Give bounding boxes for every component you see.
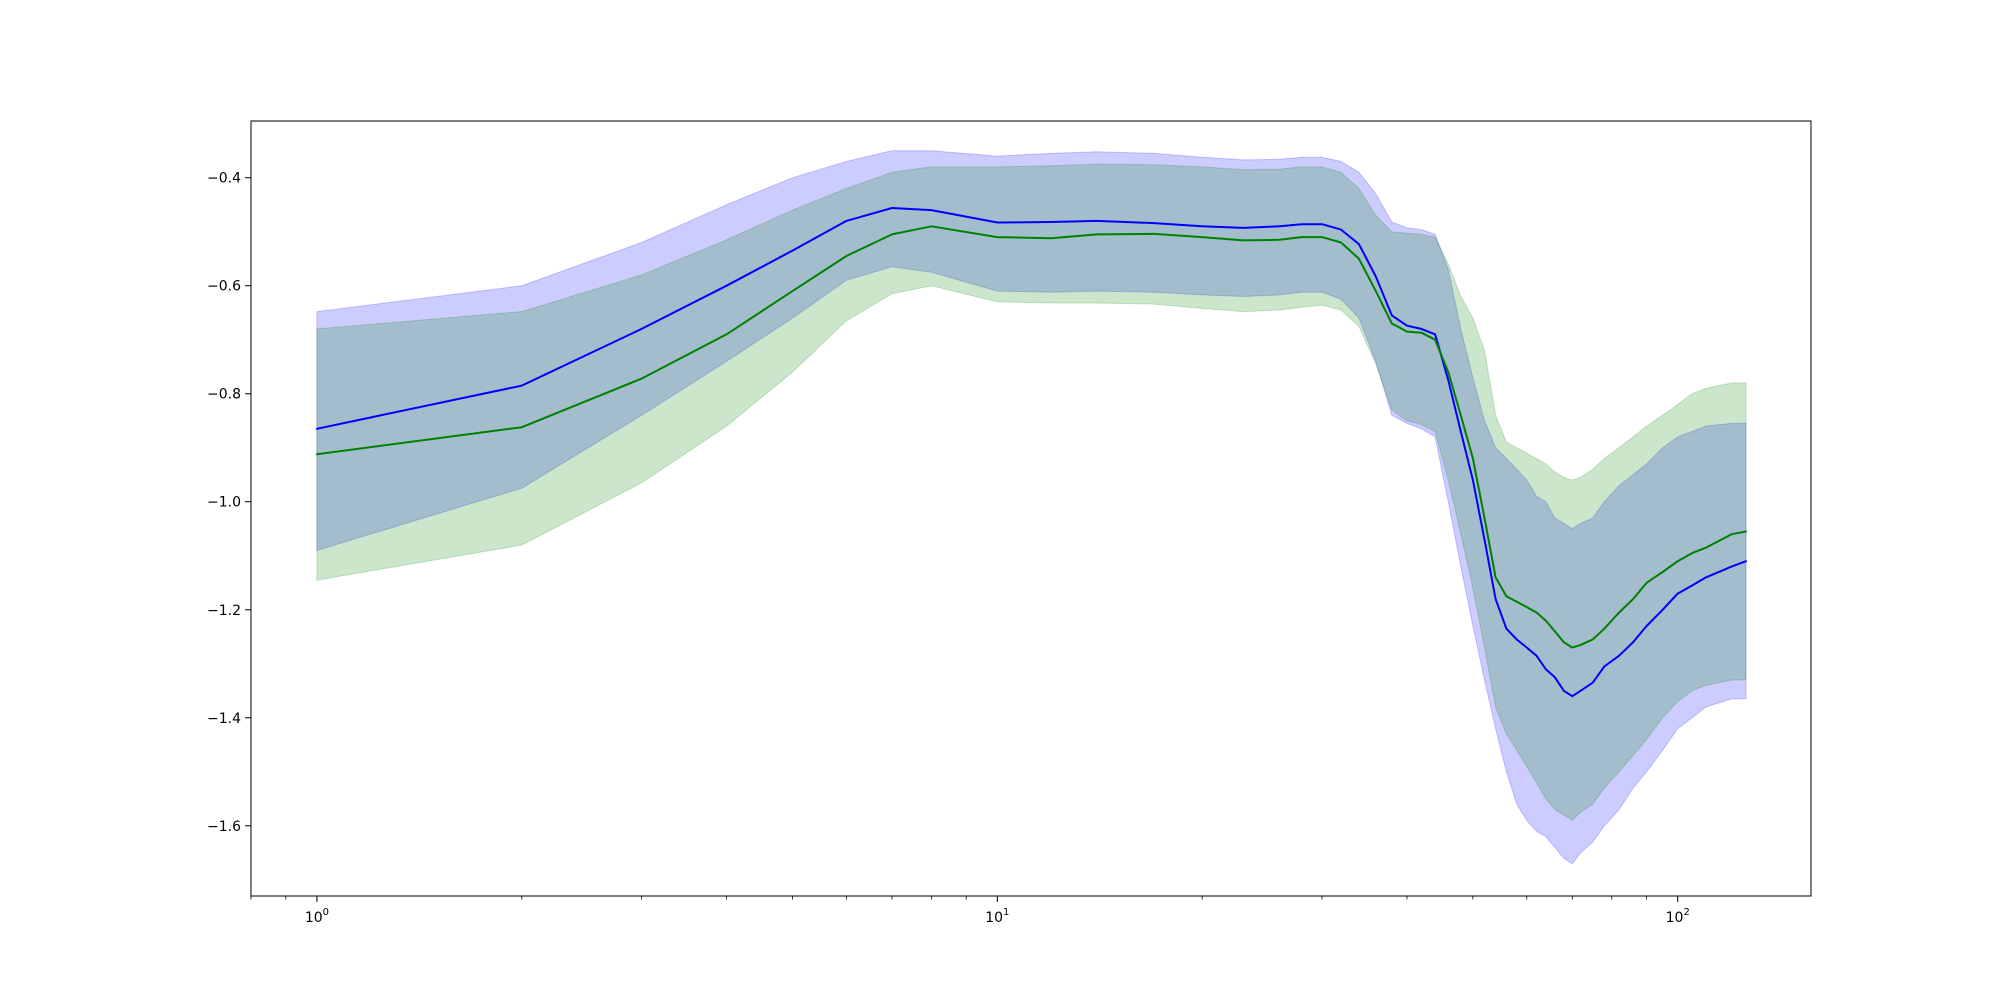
y-tick-label: −0.6 [207, 279, 241, 295]
plot-frame [250, 120, 1812, 897]
series-lines [315, 207, 1747, 698]
series-line-1 [315, 207, 1747, 698]
x-axis: 100 101 102 [250, 896, 1690, 926]
y-tick-label: −1.4 [207, 711, 241, 727]
y-tick-label: −0.4 [207, 171, 241, 187]
x-tick-label: 100 [305, 907, 329, 926]
x-tick-label: 101 [985, 907, 1009, 926]
confidence-band-1 [316, 150, 1747, 865]
y-tick-label: −1.6 [207, 819, 241, 835]
confidence-band-2 [316, 163, 1747, 822]
y-axis: −0.4 −0.6 −0.8 −1.0 −1.2 −1.4 −1.6 [207, 171, 251, 835]
y-tick-label: −1.0 [207, 495, 241, 511]
y-tick-label: −0.8 [207, 387, 241, 403]
x-tick-label: 102 [1666, 907, 1690, 926]
series-line-2 [315, 225, 1747, 649]
y-tick-label: −1.2 [207, 603, 241, 619]
confidence-bands [316, 150, 1747, 865]
